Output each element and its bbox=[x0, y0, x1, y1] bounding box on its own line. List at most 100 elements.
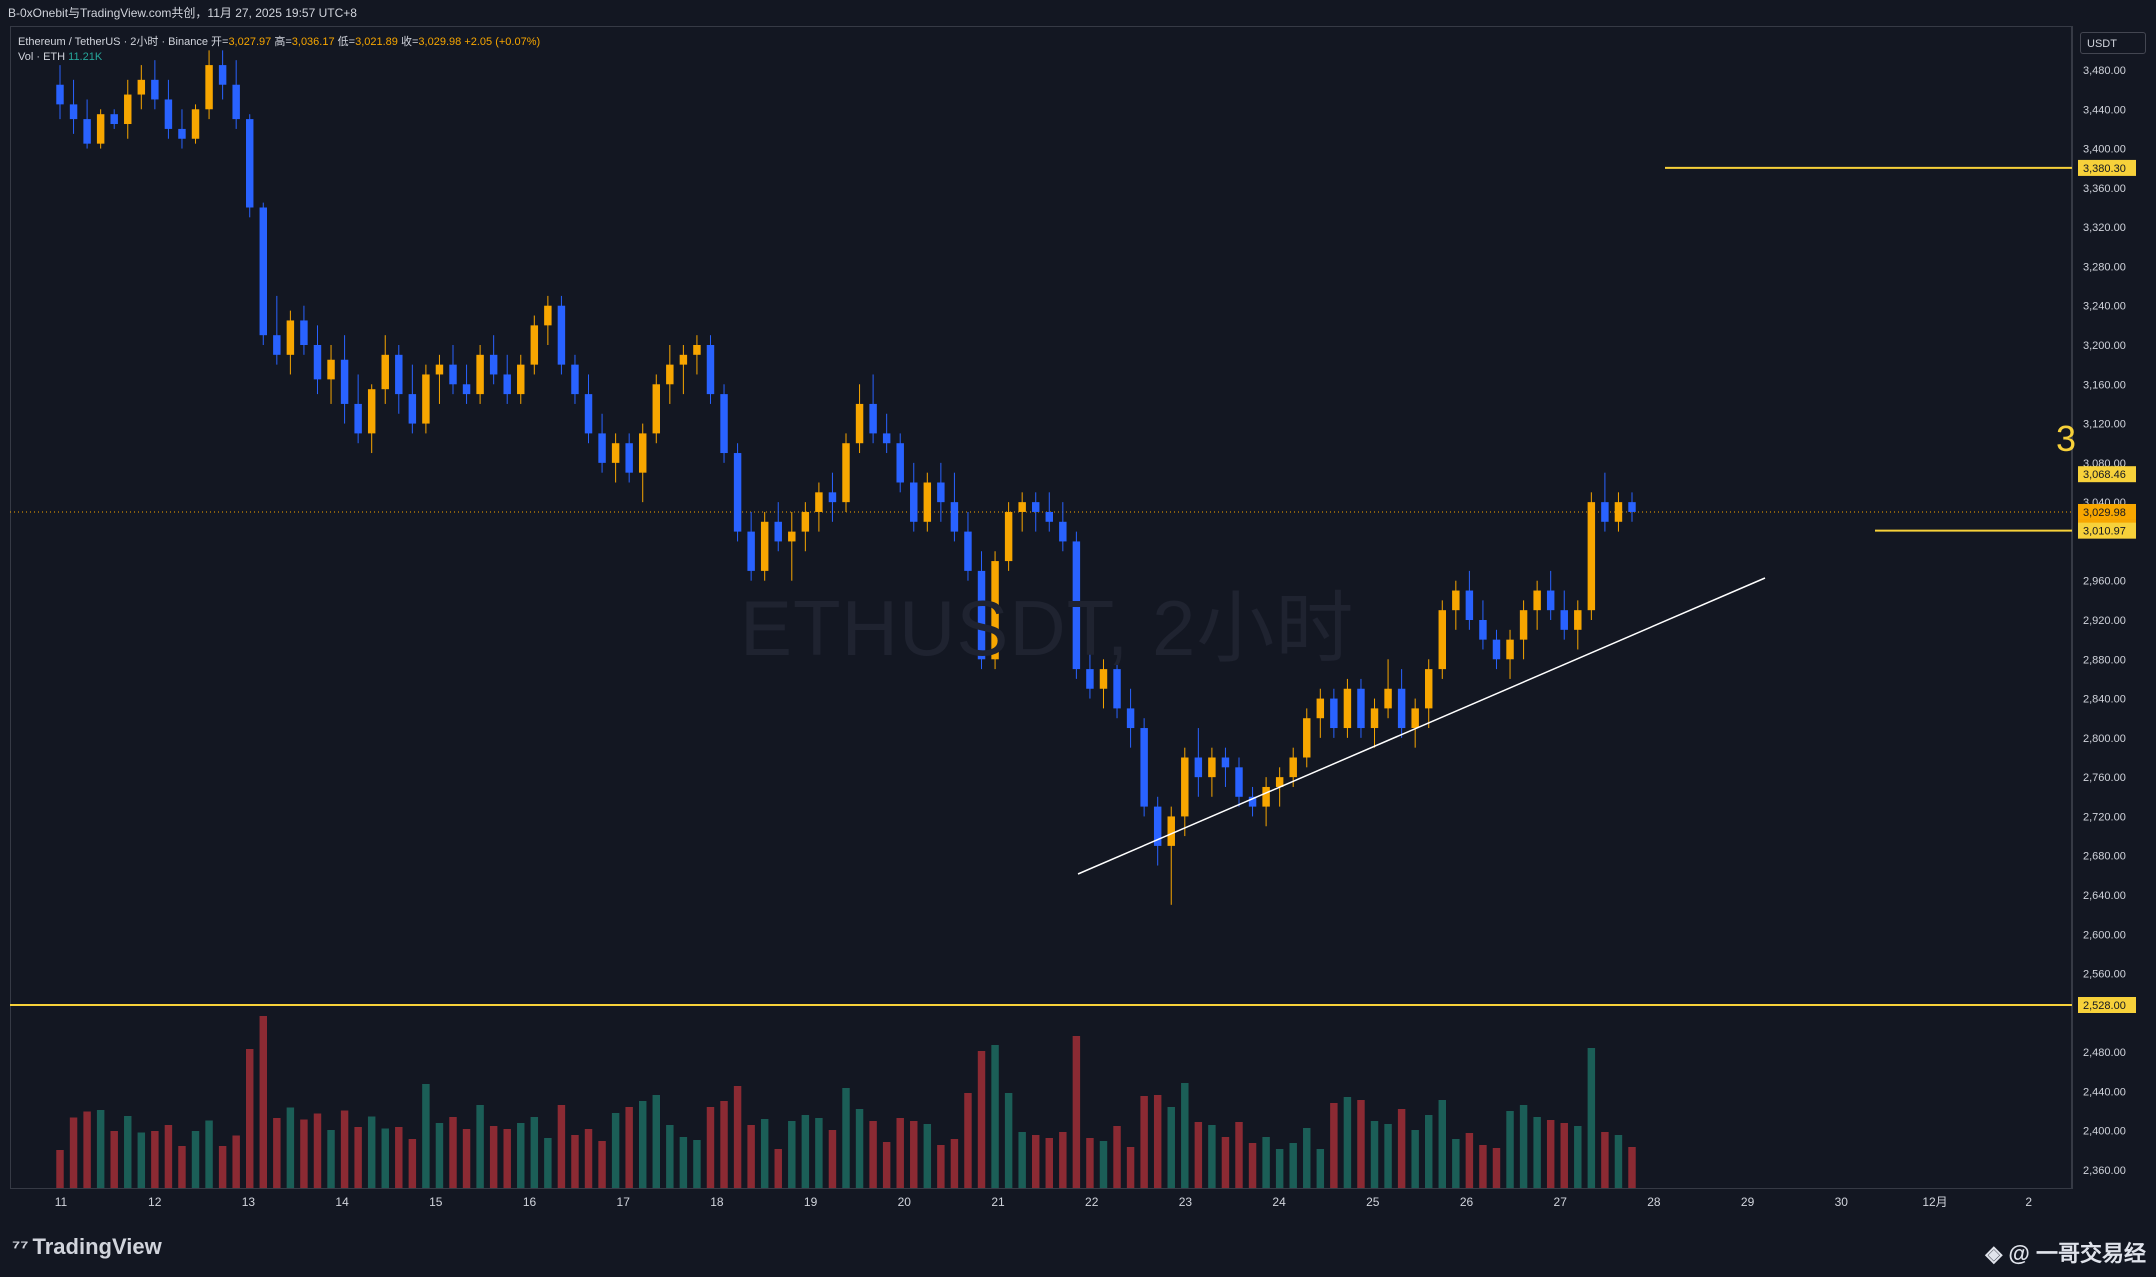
time-tick-label: 25 bbox=[1366, 1195, 1380, 1209]
price-tick-label: 2,960.00 bbox=[2083, 576, 2126, 588]
volume-bar bbox=[164, 1125, 173, 1188]
price-tick-label: 3,160.00 bbox=[2083, 379, 2126, 391]
candle-body bbox=[1411, 708, 1419, 729]
volume-bar bbox=[151, 1131, 159, 1188]
candle-body bbox=[910, 482, 918, 522]
volume-bar bbox=[733, 1086, 742, 1188]
time-tick-label: 17 bbox=[617, 1195, 631, 1209]
trend-line bbox=[1077, 577, 1766, 875]
candle-body bbox=[747, 531, 755, 571]
volume-bar bbox=[1086, 1138, 1094, 1188]
price-axis[interactable] bbox=[2072, 26, 2156, 1189]
volume-bar bbox=[1059, 1132, 1067, 1188]
volume-bar bbox=[693, 1140, 701, 1188]
volume-bar bbox=[1031, 1135, 1040, 1188]
candle-body bbox=[69, 104, 78, 120]
brand-label: TradingView bbox=[32, 1234, 162, 1259]
candle-body bbox=[1574, 610, 1582, 630]
time-tick-label: 14 bbox=[335, 1195, 349, 1209]
volume-value: 11.21K bbox=[68, 51, 103, 63]
volume-bar bbox=[1289, 1143, 1297, 1188]
volume-bar bbox=[1330, 1103, 1338, 1188]
candle-body bbox=[896, 443, 904, 483]
candle-body bbox=[706, 345, 715, 395]
volume-bar bbox=[300, 1119, 308, 1188]
volume-bar bbox=[666, 1125, 674, 1188]
volume-bar bbox=[354, 1127, 362, 1188]
volume-bar bbox=[1560, 1123, 1568, 1188]
candle-body bbox=[83, 119, 91, 144]
symbol-label[interactable]: Ethereum / TetherUS · 2小时 · Binance bbox=[18, 36, 208, 48]
currency-button[interactable]: USDT bbox=[2080, 32, 2146, 54]
volume-bar bbox=[571, 1135, 579, 1188]
candle-body bbox=[1357, 688, 1365, 729]
candle-body bbox=[598, 433, 606, 463]
time-tick-label: 21 bbox=[991, 1195, 1005, 1209]
candle-body bbox=[1438, 610, 1447, 670]
time-tick-label: 27 bbox=[1554, 1195, 1568, 1209]
candle-body bbox=[1628, 502, 1636, 512]
candle-body bbox=[218, 65, 227, 85]
candle-body bbox=[1316, 698, 1325, 719]
candle-body bbox=[124, 94, 132, 125]
candle-body bbox=[300, 320, 308, 345]
tradingview-logo[interactable]: ⁷⁷ TradingView bbox=[12, 1234, 162, 1260]
price-tick-label: 2,440.00 bbox=[2083, 1086, 2126, 1098]
change-value: +2.05 (+0.07%) bbox=[464, 36, 541, 48]
candle-body bbox=[137, 79, 146, 95]
volume-bar bbox=[137, 1132, 146, 1188]
volume-bar bbox=[435, 1123, 444, 1188]
volume-bar bbox=[1140, 1096, 1148, 1188]
candle-body bbox=[1059, 521, 1067, 542]
candle-body bbox=[652, 384, 661, 434]
candle-body bbox=[517, 364, 525, 395]
candle-body bbox=[1560, 610, 1568, 630]
candle-body bbox=[1099, 669, 1108, 689]
footer-bar bbox=[0, 1215, 2156, 1277]
volume-bar bbox=[449, 1117, 457, 1188]
volume-bar bbox=[1452, 1139, 1460, 1188]
volume-bar bbox=[178, 1146, 186, 1188]
volume-bar bbox=[964, 1093, 972, 1188]
candle-body bbox=[788, 531, 796, 542]
volume-bar bbox=[395, 1127, 403, 1188]
candle-body bbox=[313, 345, 322, 380]
time-axis[interactable] bbox=[10, 1189, 2156, 1215]
volume-bar bbox=[1153, 1095, 1162, 1188]
time-tick-label: 30 bbox=[1835, 1195, 1849, 1209]
candle-body bbox=[1506, 639, 1514, 660]
ohlc-legend: Ethereum / TetherUS · 2小时 · Binance 开=3,… bbox=[18, 33, 540, 49]
volume-bar bbox=[991, 1045, 999, 1188]
candle-body bbox=[489, 354, 498, 375]
candle-body bbox=[232, 84, 240, 120]
candle-body bbox=[1181, 757, 1189, 817]
candle-body bbox=[1167, 816, 1175, 846]
candle-body bbox=[1289, 757, 1297, 778]
candle-body bbox=[395, 354, 403, 395]
volume-bar bbox=[503, 1129, 511, 1188]
volume-bar bbox=[1248, 1143, 1257, 1188]
candle-body bbox=[964, 531, 972, 571]
candle-body bbox=[571, 364, 579, 395]
candle-body bbox=[503, 374, 511, 395]
volume-bar bbox=[801, 1115, 810, 1188]
volume-bar bbox=[652, 1095, 661, 1188]
candle-body bbox=[774, 521, 782, 542]
candle-body bbox=[720, 394, 728, 454]
share-text: B-0xOnebit与TradingView.com共创，11月 27, 202… bbox=[8, 6, 357, 20]
candle-body bbox=[1235, 767, 1243, 797]
price-tick-label: 2,560.00 bbox=[2083, 969, 2126, 981]
time-tick-label: 26 bbox=[1460, 1195, 1474, 1209]
close-value: 3,029.98 bbox=[418, 36, 462, 48]
chart-pane[interactable] bbox=[10, 26, 2072, 1189]
volume-label[interactable]: Vol · ETH bbox=[18, 51, 66, 63]
volume-bar bbox=[1045, 1138, 1054, 1188]
price-tick-label: 3,120.00 bbox=[2083, 419, 2126, 431]
candle-body bbox=[381, 354, 389, 390]
candle-body bbox=[259, 207, 268, 336]
volume-bar bbox=[462, 1129, 471, 1188]
tradingview-logo-icon: ⁷⁷ bbox=[12, 1237, 29, 1259]
volume-bar bbox=[530, 1117, 539, 1188]
candle-body bbox=[1587, 502, 1596, 611]
